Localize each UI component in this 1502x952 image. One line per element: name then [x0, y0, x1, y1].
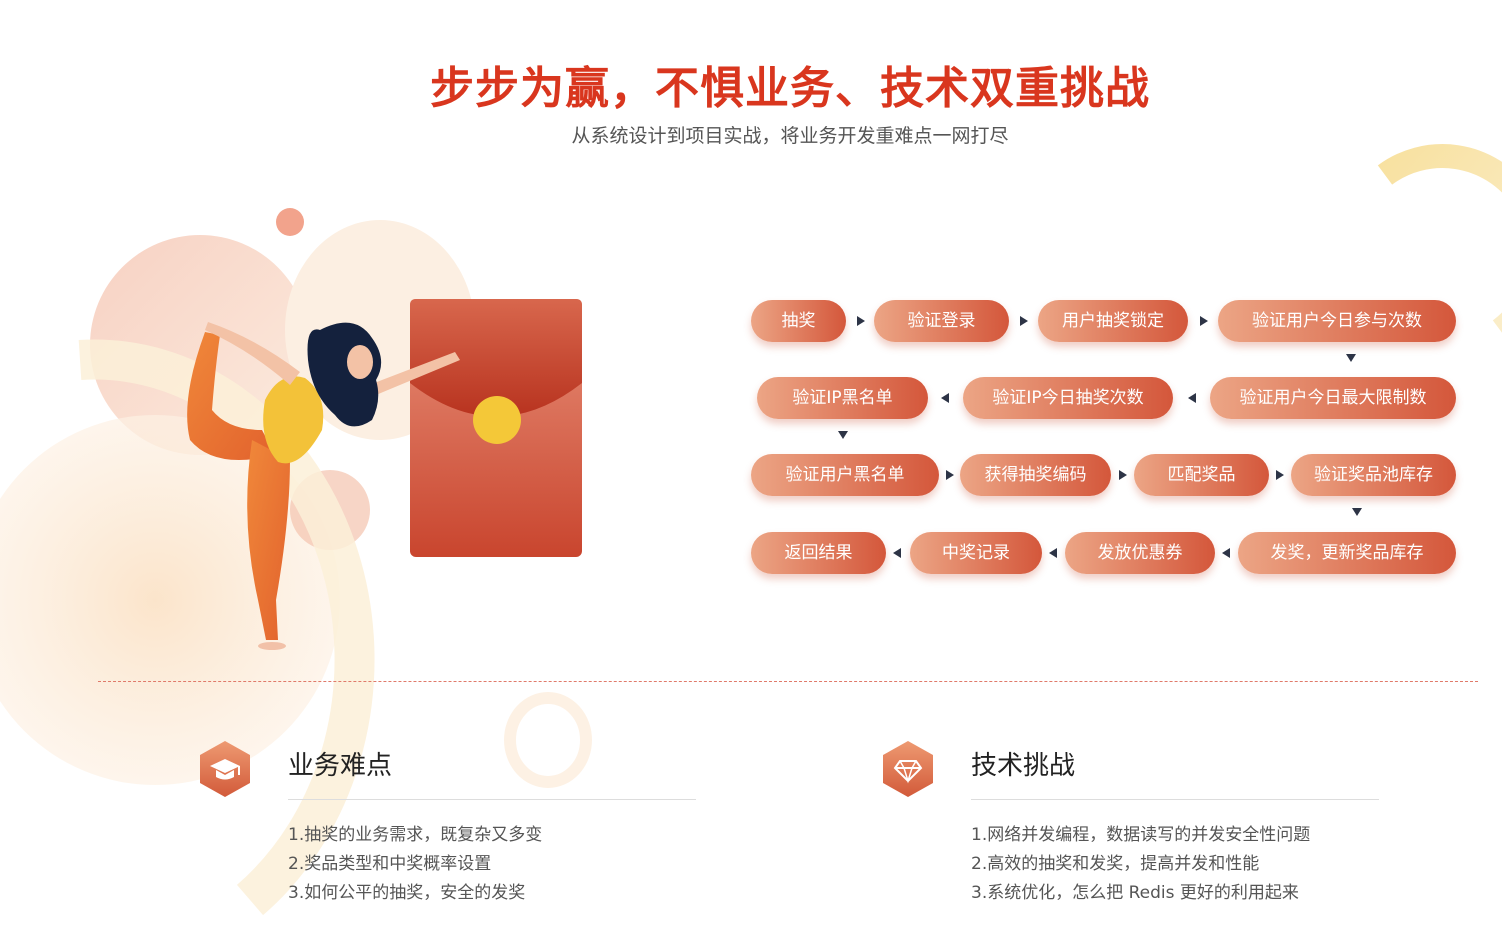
flow-step: 抽奖: [751, 300, 846, 342]
arrow-right-icon: [1276, 470, 1284, 480]
arrow-left-icon: [1188, 393, 1196, 403]
yoga-woman-illustration: [187, 322, 460, 650]
arrow-right-icon: [1020, 316, 1028, 326]
flow-step: 返回结果: [751, 532, 886, 574]
tech-title-underline: [971, 799, 1379, 800]
arrow-right-icon: [946, 470, 954, 480]
arrow-down-icon: [838, 431, 848, 439]
section-divider: [98, 681, 1478, 682]
list-item: 3.系统优化，怎么把 Redis 更好的利用起来: [971, 883, 1299, 903]
arrow-right-icon: [857, 316, 865, 326]
flow-step: 验证奖品池库存: [1291, 454, 1456, 496]
list-item: 1.网络并发编程，数据读写的并发安全性问题: [971, 825, 1311, 845]
arrow-down-icon: [1352, 508, 1362, 516]
page-title: 步步为赢，不惧业务、技术双重挑战: [430, 63, 1150, 114]
flow-step: 验证登录: [874, 300, 1009, 342]
arrow-left-icon: [1049, 548, 1057, 558]
arrow-left-icon: [1222, 548, 1230, 558]
list-item: 3.如何公平的抽奖，安全的发奖: [288, 883, 526, 903]
list-item: 2.高效的抽奖和发奖，提高并发和性能: [971, 854, 1260, 874]
diamond-icon: [883, 741, 933, 797]
arrow-left-icon: [893, 548, 901, 558]
arrow-right-icon: [1119, 470, 1127, 480]
flow-step: 验证用户今日最大限制数: [1210, 377, 1456, 419]
business-title-underline: [288, 799, 696, 800]
flow-step: 获得抽奖编码: [960, 454, 1111, 496]
flow-step: 匹配奖品: [1134, 454, 1269, 496]
arrow-down-icon: [1346, 354, 1356, 362]
graduation-cap-icon: [200, 741, 250, 797]
red-envelope-illustration: [410, 299, 582, 557]
arrow-right-icon: [1200, 316, 1208, 326]
list-item: 1.抽奖的业务需求，既复杂又多变: [288, 825, 543, 845]
flow-step: 发奖，更新奖品库存: [1238, 532, 1456, 574]
flow-step: 验证用户今日参与次数: [1218, 300, 1456, 342]
arrow-left-icon: [941, 393, 949, 403]
flow-step: 验证IP今日抽奖次数: [963, 377, 1173, 419]
business-title: 业务难点: [288, 751, 393, 781]
list-item: 2.奖品类型和中奖概率设置: [288, 854, 492, 874]
flow-step: 用户抽奖锁定: [1038, 300, 1188, 342]
page-subtitle: 从系统设计到项目实战，将业务开发重难点一网打尽: [571, 125, 1009, 147]
flow-step: 验证IP黑名单: [757, 377, 928, 419]
tech-title: 技术挑战: [971, 751, 1076, 781]
flow-step: 验证用户黑名单: [751, 454, 939, 496]
flow-step: 中奖记录: [910, 532, 1042, 574]
flow-step: 发放优惠券: [1065, 532, 1215, 574]
